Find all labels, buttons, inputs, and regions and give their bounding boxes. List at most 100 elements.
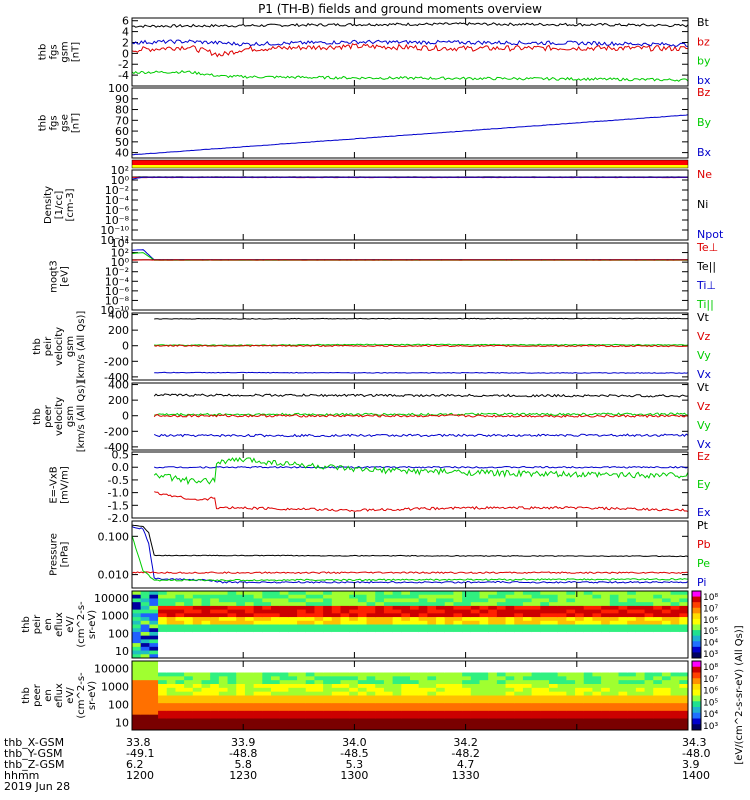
- spectrogram-cell: [592, 643, 602, 648]
- spectrogram-cell: [635, 691, 646, 696]
- spectrogram-cell: [349, 676, 359, 681]
- panel-frame: [131, 242, 689, 311]
- spectrogram-cell: [227, 620, 237, 625]
- spectrogram-cell: [644, 699, 654, 704]
- spectrogram-cell: [557, 598, 567, 603]
- spectrogram-cell: [462, 624, 472, 629]
- spectrogram-cell: [522, 687, 533, 693]
- spectrogram-cell: [236, 695, 246, 700]
- spectrogram-cell: [453, 691, 463, 696]
- spectrogram-cell: [288, 624, 298, 629]
- spectrogram-cell: [184, 617, 194, 622]
- spectrogram-cell: [297, 661, 307, 666]
- spectrogram-cell: [227, 710, 237, 716]
- spectrogram-cell: [210, 650, 220, 655]
- spectrogram-cell: [540, 613, 550, 618]
- spectrogram-cell: [557, 703, 567, 708]
- spectrogram-cell: [531, 646, 541, 652]
- spectrogram-cell: [410, 726, 420, 731]
- spectrogram-cell: [149, 684, 159, 689]
- spectrogram-cell: [149, 605, 159, 611]
- spectrogram-cell: [549, 722, 559, 727]
- spectrogram-cell: [392, 695, 402, 700]
- spectrogram-cell: [522, 594, 533, 599]
- spectrogram-cell: [288, 676, 298, 681]
- spectrogram-cell: [140, 668, 150, 673]
- spectrogram-cell: [279, 699, 289, 704]
- spectrogram-cell: [531, 714, 541, 719]
- spectrogram-cell: [158, 668, 168, 673]
- spectrogram-cell: [323, 624, 333, 629]
- spectrogram-cell: [184, 710, 194, 716]
- spectrogram-cell: [479, 661, 489, 666]
- spectrogram-cell: [279, 668, 289, 673]
- spectrogram-cell: [557, 680, 567, 685]
- spectrogram-cell: [323, 687, 333, 693]
- spectrogram-cell: [670, 650, 680, 655]
- spectrogram-cell: [244, 635, 255, 640]
- spectrogram-cell: [210, 668, 220, 673]
- spectrogram-cell: [644, 639, 654, 644]
- spectrogram-cell: [453, 703, 463, 708]
- spectrogram-cell: [271, 650, 281, 655]
- spectrogram-cell: [635, 687, 646, 693]
- spectrogram-cell: [331, 605, 341, 611]
- spectrogram-cell: [601, 684, 611, 689]
- spectrogram-cell: [401, 631, 411, 637]
- spectrogram-cell: [514, 594, 524, 599]
- spectrogram-cell: [679, 718, 689, 723]
- spectrogram-cell: [244, 605, 255, 611]
- spectrogram-cell: [418, 722, 428, 727]
- spectrogram-cell: [488, 718, 498, 723]
- spectrogram-cell: [279, 631, 289, 637]
- spectrogram-cell: [244, 687, 255, 693]
- spectrogram-cell: [357, 605, 368, 611]
- spectrogram-cell: [549, 699, 559, 704]
- legend-entry: Vz: [697, 400, 711, 413]
- spectrogram-cell: [540, 624, 550, 629]
- spectrogram-cell: [375, 594, 385, 599]
- spectrogram-cell: [427, 684, 437, 689]
- y-axis-label-line: velocity: [54, 327, 65, 366]
- spectrogram-cell: [601, 695, 611, 700]
- y-axis-label-line: gse: [60, 114, 71, 132]
- spectrogram-cell: [618, 624, 628, 629]
- spectrogram-cell: [210, 631, 220, 637]
- spectrogram-cell: [132, 668, 142, 673]
- spectrogram-cell: [262, 661, 272, 666]
- spectrogram-cell: [201, 605, 211, 611]
- spectrogram-cell: [670, 594, 680, 599]
- spectrogram-cell: [192, 650, 202, 655]
- spectrogram-cell: [644, 695, 654, 700]
- colorbar-segment: [692, 689, 701, 696]
- spectrogram-cell: [192, 707, 202, 712]
- spectrogram-cell: [297, 710, 307, 716]
- spectrogram-cell: [236, 691, 246, 696]
- spectrogram-cell: [314, 664, 324, 670]
- spectrogram-cell: [661, 646, 672, 652]
- spectrogram-cell: [244, 664, 255, 670]
- spectrogram-cell: [627, 639, 637, 644]
- spectrogram-cell: [418, 672, 428, 677]
- spectrogram-cell: [375, 646, 385, 652]
- spectrogram-cell: [549, 661, 559, 666]
- spectrogram-cell: [653, 707, 663, 712]
- spectrogram-cell: [661, 594, 672, 599]
- spectrogram-cell: [236, 628, 246, 633]
- spectrogram-cell: [618, 722, 628, 727]
- spectrogram-cell: [271, 684, 281, 689]
- spectrogram-cell: [436, 680, 446, 685]
- y-axis-label-line: (cm^2-s-: [76, 672, 87, 719]
- spectrogram-cell: [401, 643, 411, 648]
- spectrogram-cell: [175, 726, 185, 731]
- spectrogram-cell: [592, 624, 602, 629]
- spectrogram-cell: [575, 710, 585, 716]
- spectrogram-cell: [488, 710, 498, 716]
- spectrogram-cell: [401, 635, 411, 640]
- spectrogram-cell: [644, 691, 654, 696]
- spectrogram-cell: [479, 654, 489, 659]
- spectrogram-cell: [418, 646, 428, 652]
- spectrogram-cell: [158, 609, 168, 614]
- spectrogram-cell: [401, 661, 411, 666]
